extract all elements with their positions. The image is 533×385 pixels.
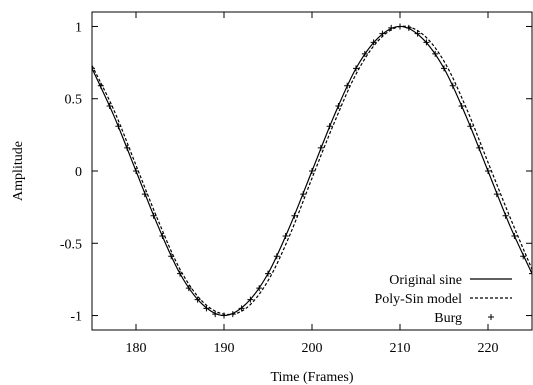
y-axis-title: Amplitude [11, 141, 26, 201]
burg-point [388, 24, 395, 31]
x-tick-label: 180 [126, 341, 147, 356]
legend: Original sine Poly-Sin model Burg [374, 273, 512, 326]
burg-point [185, 285, 192, 292]
burg-point [238, 305, 245, 312]
burg-point [353, 65, 359, 72]
burg-point [432, 50, 439, 57]
burg-point [124, 144, 131, 151]
burg-point [344, 82, 351, 89]
burg-point [335, 102, 342, 109]
burg-point [467, 123, 474, 130]
burg-point [502, 212, 509, 219]
series-burg [92, 23, 532, 319]
legend-label: Burg [434, 311, 462, 326]
x-tick-label: 210 [390, 341, 411, 356]
burg-point [159, 233, 166, 240]
burg-point [229, 311, 236, 318]
burg-point [511, 233, 518, 240]
burg-point [493, 191, 500, 198]
burg-point [405, 24, 412, 31]
burg-point [141, 191, 148, 198]
burg-point [212, 311, 219, 318]
burg-point [476, 144, 483, 151]
burg-point [273, 253, 280, 260]
burg-point [361, 50, 368, 57]
burg-point [370, 39, 377, 46]
burg-point [106, 102, 113, 109]
burg-point [529, 270, 532, 277]
y-axis: 1 0.5 0 -0.5 -1 [60, 20, 532, 325]
legend-label: Original sine [389, 273, 462, 288]
x-axis-title: Time (Frames) [270, 370, 353, 385]
burg-point [115, 123, 122, 130]
burg-point [300, 191, 307, 198]
x-tick-label: 190 [214, 341, 235, 356]
burg-point [221, 312, 227, 319]
x-axis: 180 190 200 210 220 [126, 12, 499, 356]
burg-point [247, 296, 254, 303]
y-tick-label: -1 [70, 310, 82, 325]
burg-point [423, 39, 430, 46]
burg-point [177, 270, 183, 277]
burg-point [326, 123, 333, 130]
burg-point [92, 65, 95, 72]
burg-point [397, 23, 403, 30]
burg-point [133, 168, 139, 174]
y-tick-label: -0.5 [60, 237, 82, 252]
burg-point [282, 233, 289, 240]
burg-point [449, 82, 456, 89]
x-tick-label: 220 [478, 341, 499, 356]
legend-label: Poly-Sin model [374, 292, 462, 307]
burg-point [414, 30, 421, 37]
burg-point [485, 168, 491, 174]
burg-point [520, 253, 527, 260]
y-tick-label: 0 [75, 165, 82, 180]
burg-point [379, 30, 386, 37]
burg-point [256, 285, 263, 292]
burg-point [150, 212, 157, 219]
y-tick-label: 0.5 [65, 93, 83, 108]
series-layer [92, 23, 532, 319]
burg-point [97, 82, 104, 89]
burg-point [291, 212, 298, 219]
burg-point [309, 168, 315, 174]
burg-point [265, 270, 271, 277]
burg-point [441, 65, 447, 72]
series-poly-sin-model [92, 25, 532, 316]
burg-point [317, 144, 324, 151]
burg-point [194, 296, 201, 303]
x-tick-label: 200 [302, 341, 323, 356]
legend-sample-burg [488, 314, 494, 320]
burg-point [168, 253, 175, 260]
series-line-poly-sin-model [92, 25, 532, 316]
y-tick-label: 1 [75, 20, 82, 35]
burg-point [458, 102, 465, 109]
burg-point [203, 305, 210, 312]
